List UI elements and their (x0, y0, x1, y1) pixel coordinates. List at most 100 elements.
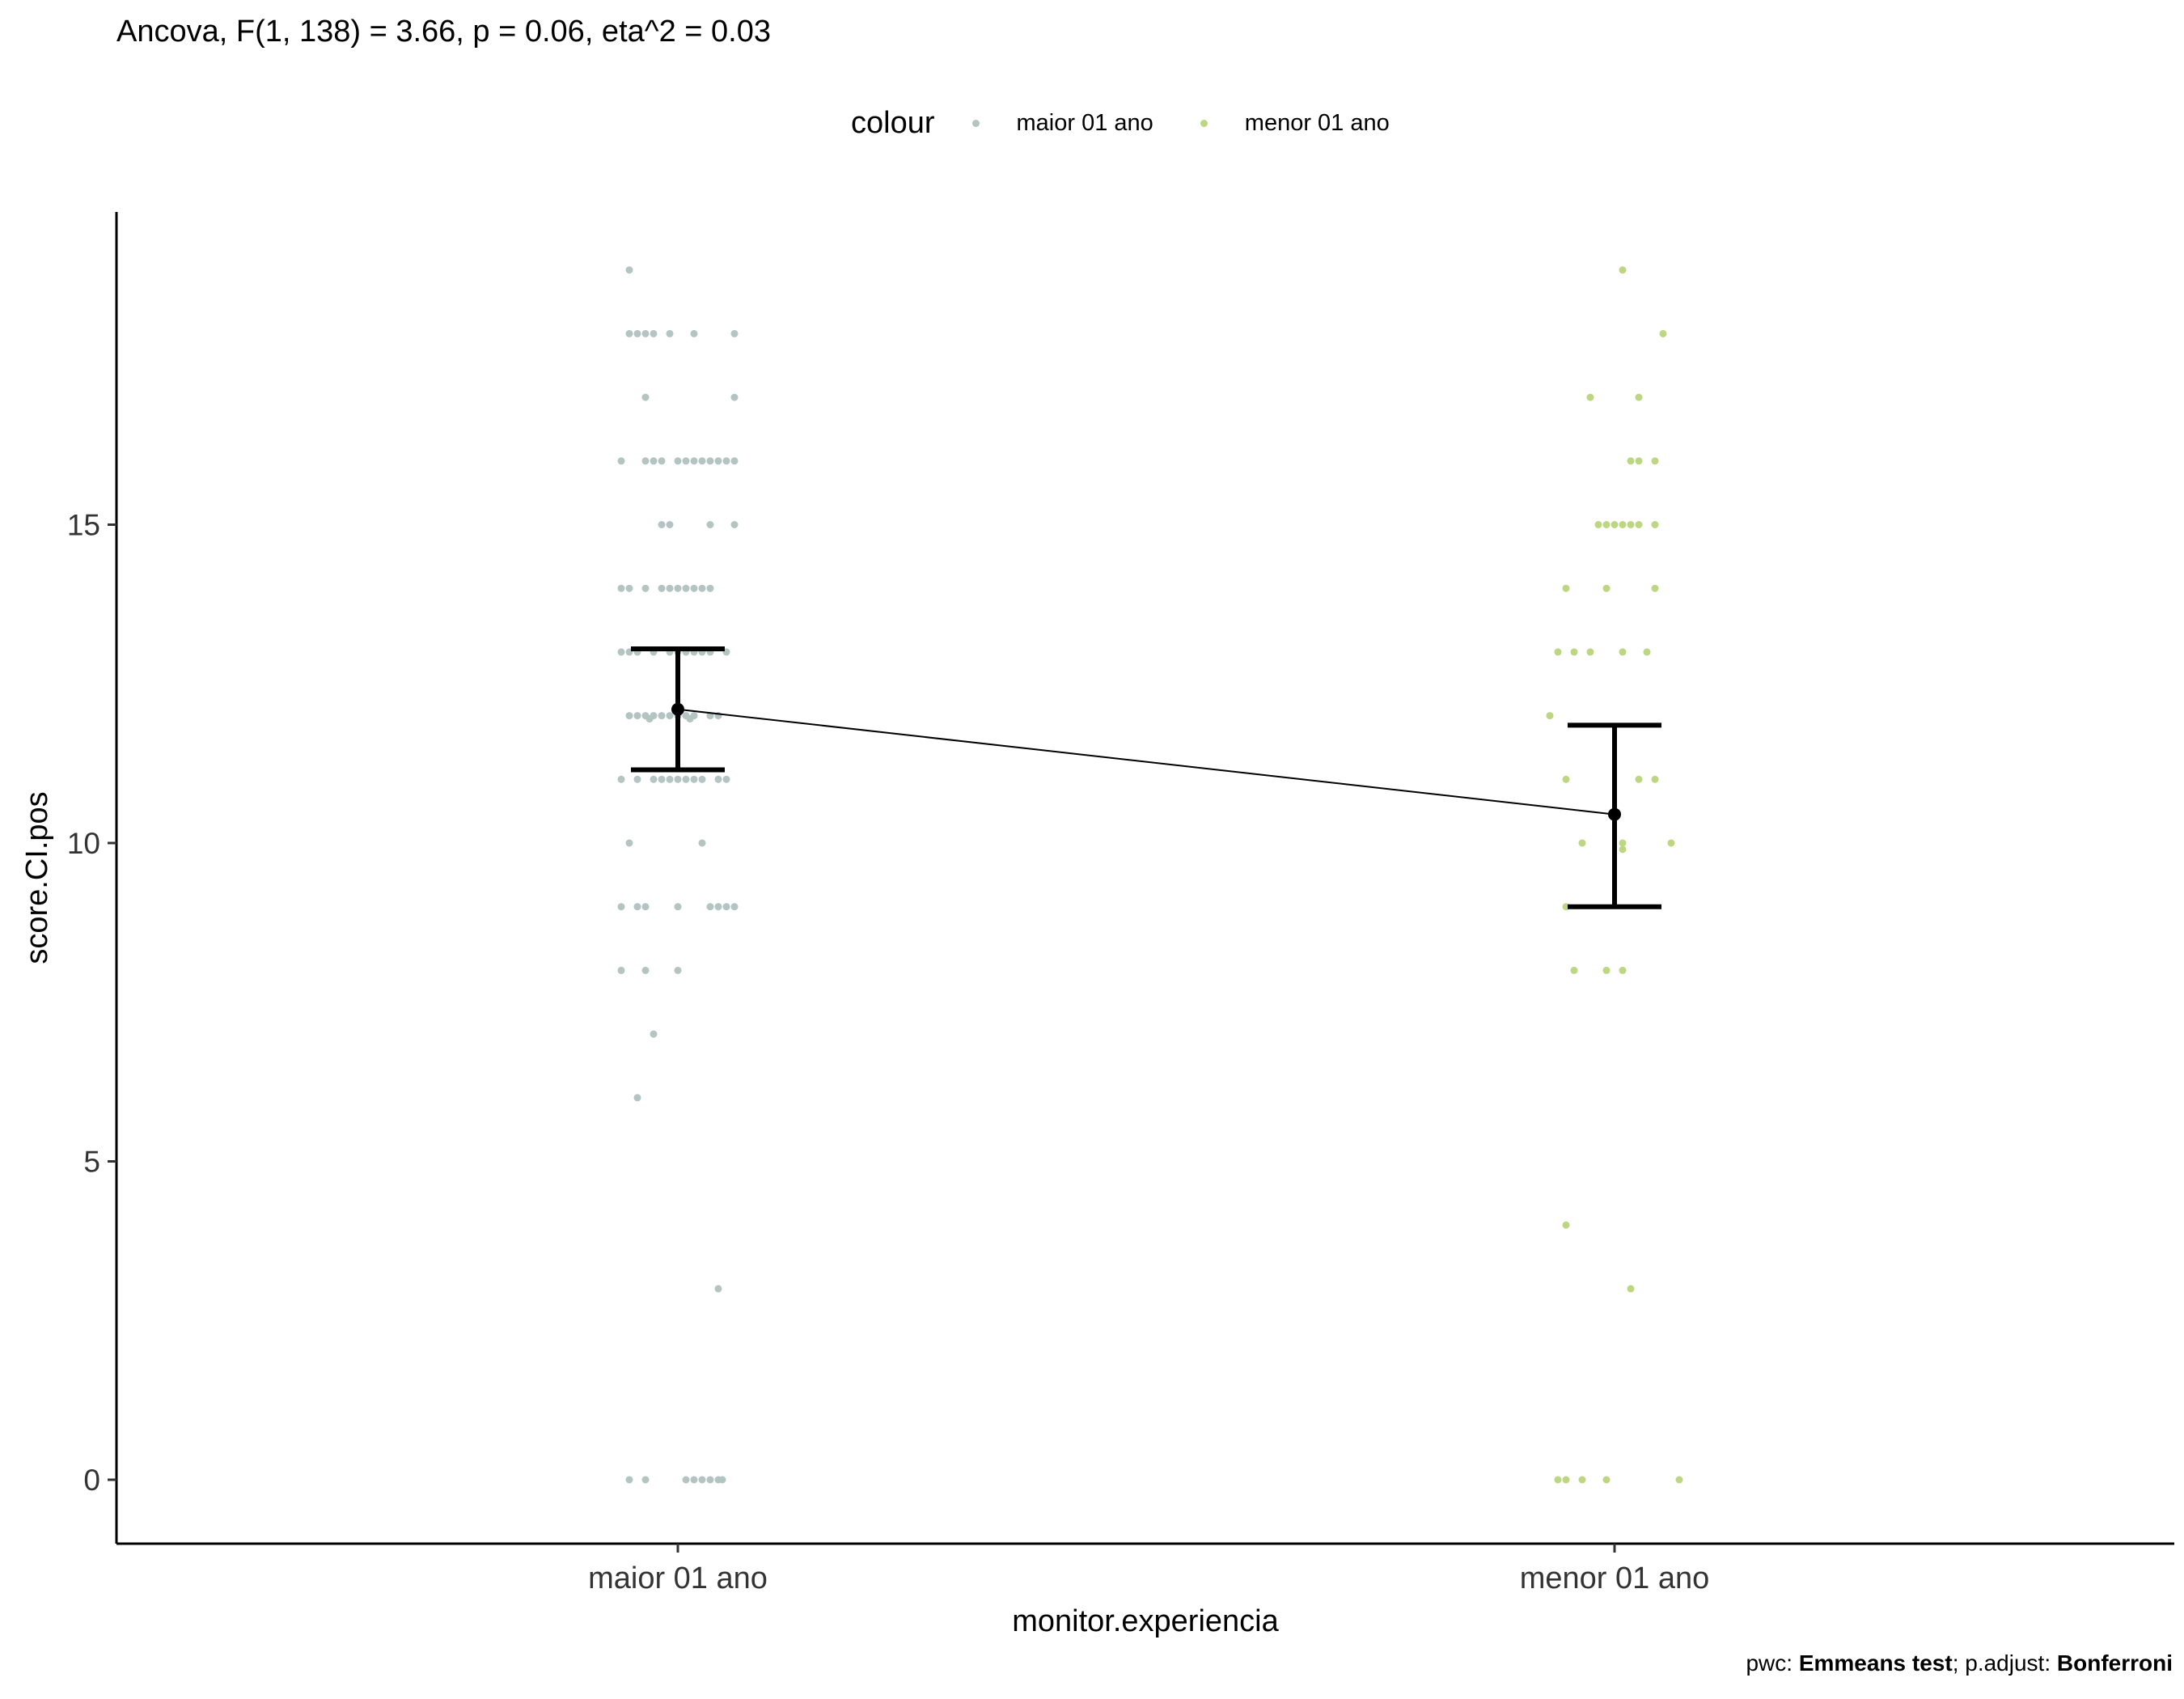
data-point-menor-35 (1627, 1285, 1635, 1293)
data-point-maior-77 (706, 903, 714, 911)
mean-connecting-line (677, 708, 1615, 816)
data-point-menor-25 (1651, 775, 1659, 783)
axes-layer: 0 5 10 15 maior 01 ano menor 01 ano (67, 212, 2174, 1595)
data-point-maior-58 (645, 715, 654, 723)
data-point-menor-36 (1554, 1476, 1562, 1484)
data-point-maior-11 (641, 457, 650, 465)
data-point-maior-91 (698, 1476, 706, 1484)
data-point-maior-59 (686, 715, 694, 723)
data-point-menor-14 (1562, 584, 1570, 592)
data-point-maior-84 (650, 1030, 658, 1038)
data-point-maior-71 (625, 839, 633, 847)
data-point-menor-22 (1546, 712, 1554, 720)
data-point-maior-30 (674, 584, 682, 592)
data-point-menor-5 (1635, 457, 1643, 465)
caption-pwc-label: pwc: (1746, 1650, 1799, 1676)
data-point-maior-29 (666, 584, 674, 592)
data-point-menor-6 (1651, 457, 1659, 465)
data-point-maior-85 (633, 1094, 641, 1102)
data-point-maior-35 (658, 584, 666, 592)
data-point-menor-39 (1602, 1476, 1610, 1484)
data-point-maior-73 (617, 903, 625, 911)
data-point-maior-68 (722, 775, 730, 783)
data-point-maior-33 (698, 584, 706, 592)
caption: pwc: Emmeans test; p.adjust: Bonferroni (1746, 1650, 2173, 1676)
data-point-maior-51 (658, 712, 666, 720)
mean-point-menor (1608, 807, 1621, 821)
data-point-maior-5 (690, 329, 698, 337)
data-point-menor-31 (1570, 966, 1578, 974)
data-point-menor-37 (1562, 1476, 1570, 1484)
data-point-menor-7 (1594, 521, 1602, 528)
data-point-maior-89 (682, 1476, 690, 1484)
legend-label-menor: menor 01 ano (1244, 109, 1390, 136)
data-point-maior-90 (690, 1476, 698, 1484)
data-point-menor-17 (1554, 648, 1562, 656)
data-point-maior-18 (722, 457, 730, 465)
means-layer (631, 646, 1661, 909)
data-point-menor-20 (1619, 648, 1627, 656)
data-point-menor-11 (1635, 521, 1643, 528)
data-point-maior-24 (706, 521, 714, 528)
data-point-maior-80 (730, 903, 739, 911)
caption-adjust-label: ; p.adjust: (1952, 1650, 2057, 1676)
data-point-maior-13 (674, 457, 682, 465)
legend-key-maior (971, 119, 980, 127)
data-point-menor-21 (1643, 648, 1651, 656)
data-point-maior-4 (633, 329, 641, 337)
data-point-maior-6 (730, 329, 739, 337)
data-point-maior-81 (617, 966, 625, 974)
data-point-maior-79 (722, 903, 730, 911)
data-point-menor-2 (1586, 393, 1594, 401)
x-tick-label-1: menor 01 ano (1520, 1561, 1710, 1595)
data-point-maior-70 (682, 775, 690, 783)
mean-point-maior (671, 702, 684, 716)
data-point-menor-26 (1578, 839, 1586, 847)
chart-subtitle: Ancova, F(1, 138) = 3.66, p = 0.06, eta^… (116, 15, 771, 49)
data-point-menor-0 (1619, 266, 1627, 274)
caption-adjust-value: Bonferroni (2056, 1650, 2173, 1676)
legend: colour maior 01 ano menor 01 ano (851, 104, 1437, 142)
data-point-maior-48 (633, 712, 641, 720)
data-point-menor-12 (1651, 521, 1659, 528)
data-point-maior-0 (625, 266, 633, 274)
data-point-menor-9 (1619, 521, 1627, 528)
data-point-maior-31 (682, 584, 690, 592)
data-point-maior-83 (674, 966, 682, 974)
data-point-maior-72 (698, 839, 706, 847)
data-point-menor-33 (1619, 966, 1627, 974)
data-point-maior-36 (617, 648, 625, 656)
data-point-maior-92 (706, 1476, 714, 1484)
data-point-menor-15 (1602, 584, 1610, 592)
data-point-menor-10 (1627, 521, 1635, 528)
x-tick-label-0: maior 01 ano (588, 1561, 768, 1595)
data-point-maior-34 (706, 584, 714, 592)
legend-item-maior: maior 01 ano (971, 110, 1153, 137)
data-point-maior-64 (674, 775, 682, 783)
y-tick-label-15: 15 (67, 509, 100, 542)
data-point-maior-12 (658, 457, 666, 465)
data-point-maior-17 (714, 457, 722, 465)
data-point-maior-74 (633, 903, 641, 911)
y-tick-label-5: 5 (83, 1146, 100, 1179)
data-point-maior-3 (650, 329, 658, 337)
legend-title: colour (851, 105, 935, 140)
data-point-maior-75 (641, 903, 650, 911)
data-point-menor-34 (1562, 1221, 1570, 1229)
y-axis-label: score.CI.pos (20, 791, 54, 964)
data-point-maior-61 (633, 775, 641, 783)
data-point-maior-76 (674, 903, 682, 911)
data-point-maior-28 (641, 584, 650, 592)
data-point-menor-8 (1610, 521, 1619, 528)
data-point-menor-16 (1651, 584, 1659, 592)
points-layer (617, 266, 1683, 1484)
data-point-menor-13 (1602, 521, 1610, 528)
data-point-maior-67 (714, 775, 722, 783)
data-point-maior-26 (617, 584, 625, 592)
data-point-menor-38 (1578, 1476, 1586, 1484)
data-point-maior-7 (666, 329, 674, 337)
caption-pwc-value: Emmeans test (1798, 1650, 1953, 1676)
legend-item-menor: menor 01 ano (1200, 110, 1390, 137)
data-point-menor-40 (1675, 1476, 1683, 1484)
